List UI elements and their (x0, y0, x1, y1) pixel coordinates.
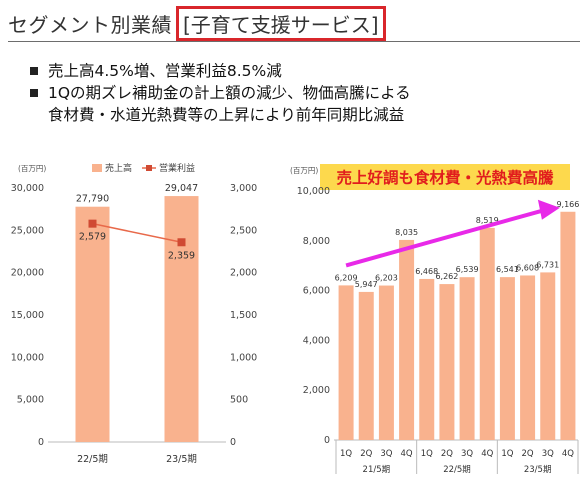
bar-sales (358, 291, 374, 440)
legend-label-sales: 売上高 (105, 162, 132, 174)
group-label: 22/5期 (443, 465, 471, 475)
bar-sales (560, 211, 576, 440)
bar-sales (75, 206, 110, 442)
bullet-item: 1Qの期ズレ補助金の計上額の減少、物価高騰による (30, 82, 411, 104)
x-tick-label: 2Q (522, 449, 534, 459)
bar-sales (419, 278, 435, 440)
data-label: 5,947 (355, 280, 378, 289)
y-tick-left: 30,000 (11, 183, 44, 194)
x-tick-label: 3Q (542, 449, 554, 459)
data-label-profit: 2,579 (79, 232, 106, 243)
y-tick-right: 2,500 (230, 225, 257, 236)
bar-sales (399, 239, 415, 440)
unit-label: (百万円) (18, 164, 46, 173)
bar-sales (499, 277, 515, 440)
data-label: 6,608 (516, 263, 539, 272)
x-tick-label: 2Q (360, 449, 372, 459)
x-tick-label: 3Q (461, 449, 473, 459)
legend-marker-profit (146, 165, 152, 171)
data-label: 6,539 (456, 265, 479, 274)
y-tick-right: 3,000 (230, 183, 257, 194)
y-tick: 2,000 (303, 385, 330, 396)
annotation-box (320, 164, 570, 190)
x-tick-label: 3Q (380, 449, 392, 459)
bar-sales (338, 285, 354, 440)
data-label: 6,731 (536, 260, 559, 269)
x-tick-label: 23/5期 (166, 454, 197, 465)
bar-sales (479, 227, 495, 440)
profit-marker (88, 219, 97, 228)
bar-sales (164, 196, 199, 442)
group-label: 23/5期 (524, 465, 552, 475)
x-tick-label: 1Q (421, 449, 433, 459)
y-tick: 4,000 (303, 335, 330, 346)
legend-label-profit: 営業利益 (159, 162, 195, 174)
bar-sales (459, 277, 475, 440)
summary-bullets: 売上高4.5%増、営業利益8.5%減 1Qの期ズレ補助金の計上額の減少、物価高騰… (30, 60, 411, 126)
group-label: 21/5期 (363, 465, 391, 475)
y-tick-right: 0 (230, 437, 236, 448)
data-label: 6,541 (496, 265, 519, 274)
bullet-text: 1Qの期ズレ補助金の計上額の減少、物価高騰による (48, 84, 411, 102)
y-tick: 0 (324, 435, 330, 446)
title-segment-box: [子育て支援サービス] (176, 5, 386, 41)
bullet-continuation: 食材費・水道光熱費等の上昇により前年同期比減益 (30, 104, 411, 126)
page-title: セグメント別業績 [子育て支援サービス] (8, 5, 386, 41)
data-label: 8,035 (395, 228, 418, 237)
trend-arrow-head (537, 199, 560, 220)
bar-sales (540, 272, 556, 440)
bar-sales (439, 284, 455, 440)
y-tick: 10,000 (297, 186, 330, 197)
y-tick-right: 1,500 (230, 310, 257, 321)
legend-swatch-sales (92, 164, 102, 172)
annotation-text: 売上好調も食材費・光熱費高騰 (336, 168, 554, 187)
x-tick-label: 2Q (441, 449, 453, 459)
data-label-sales: 29,047 (165, 183, 198, 194)
x-tick-label: 4Q (562, 449, 574, 459)
x-tick-label: 4Q (481, 449, 493, 459)
x-tick-label: 22/5期 (77, 454, 108, 465)
bullet-square-icon (30, 67, 38, 75)
bar-sales (520, 275, 536, 440)
x-tick-label: 1Q (501, 449, 513, 459)
data-label: 8,519 (476, 216, 499, 225)
title-divider (8, 41, 580, 42)
bullet-text: 食材費・水道光熱費等の上昇により前年同期比減益 (48, 106, 405, 124)
data-label-sales: 27,790 (76, 194, 109, 205)
x-tick-label: 1Q (340, 449, 352, 459)
y-tick-left: 0 (38, 437, 44, 448)
x-tick-label: 4Q (401, 449, 413, 459)
data-label: 6,203 (375, 274, 398, 283)
title-prefix: セグメント別業績 (8, 12, 172, 37)
y-tick-left: 15,000 (11, 310, 44, 321)
bullet-text: 売上高4.5%増、営業利益8.5%減 (48, 62, 282, 80)
y-tick-right: 500 (230, 395, 248, 406)
data-label: 6,468 (415, 267, 438, 276)
y-tick-right: 1,000 (230, 352, 257, 363)
profit-line (92, 222, 182, 244)
y-tick-left: 5,000 (17, 395, 44, 406)
bullet-square-icon (30, 89, 38, 97)
data-label-profit: 2,359 (168, 250, 195, 261)
data-label: 6,209 (335, 273, 358, 282)
y-tick: 6,000 (303, 286, 330, 297)
trend-arrow-line (345, 208, 543, 268)
y-tick-right: 2,000 (230, 268, 257, 279)
bullet-item: 売上高4.5%増、営業利益8.5%減 (30, 60, 411, 82)
data-label: 6,262 (435, 272, 458, 281)
profit-marker (177, 238, 186, 247)
annual-chart: (百万円) 売上高 営業利益 0 5,000 10,000 15,000 20,000 25,0… (11, 162, 257, 465)
y-tick: 8,000 (303, 236, 330, 247)
unit-label: (百万円) (290, 166, 318, 175)
quarterly-chart: (百万円) 売上好調も食材費・光熱費高騰 0 2,000 4,000 6,000 8,000… (290, 164, 579, 475)
y-tick-left: 20,000 (11, 268, 44, 279)
data-label: 9,166 (556, 200, 579, 209)
bar-sales (378, 285, 394, 440)
y-tick-left: 10,000 (11, 352, 44, 363)
y-tick-left: 25,000 (11, 225, 44, 236)
